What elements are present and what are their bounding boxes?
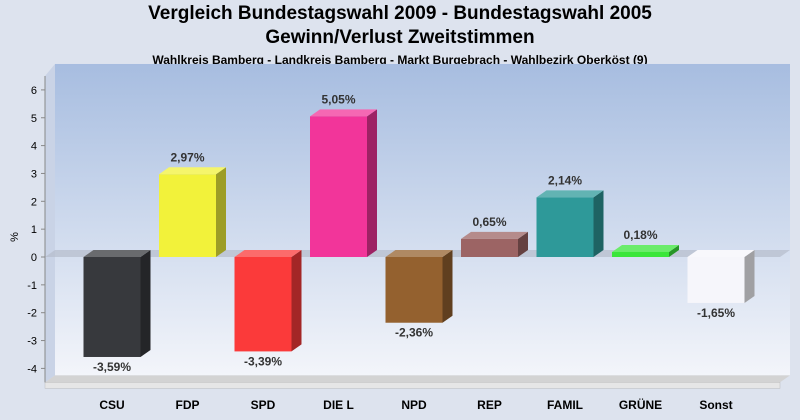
bar [310, 109, 377, 257]
bar-top [310, 109, 377, 117]
bar-front [83, 257, 141, 357]
bar-front [310, 116, 367, 257]
bar-side [367, 109, 377, 257]
y-tick-label: -4 [27, 363, 37, 375]
x-tick-label: SPD [251, 398, 276, 412]
bar-front [536, 197, 594, 257]
bar-front [461, 238, 518, 257]
bar-top [612, 244, 679, 252]
y-tick-label: 0 [31, 252, 37, 264]
floor [45, 375, 790, 383]
x-tick-label: FDP [176, 398, 200, 412]
bar-top [687, 250, 755, 257]
y-tick-label: -3 [27, 336, 37, 348]
y-axis: -4 -3 -2 -1 0 1 2 3 4 5 6 [27, 75, 46, 383]
bar-front [612, 251, 669, 257]
bar-side [216, 167, 226, 257]
bar-front [687, 257, 745, 303]
bar-side [669, 244, 679, 257]
data-label: 0,65% [472, 215, 506, 229]
data-label: -1,65% [697, 306, 735, 320]
data-label: 2,97% [170, 150, 204, 164]
bar-top [83, 250, 151, 257]
x-tick-label: GRÜNE [619, 397, 662, 412]
x-tick-label: NPD [401, 398, 427, 412]
value-labels: -3,59% 2,97% -3,39% 5,05% -2,36% 0,65% 2,14% 0,… [93, 92, 735, 374]
data-label: -3,39% [244, 354, 282, 368]
y-tick-label: 3 [31, 168, 37, 180]
y-axis-label: % [9, 232, 21, 242]
chart-title: Vergleich Bundestagswahl 2009 - Bundesta… [148, 3, 652, 24]
x-tick-label: CSU [99, 398, 124, 412]
data-label: 5,05% [321, 92, 355, 106]
data-label: -2,36% [395, 326, 433, 340]
data-label: 2,14% [548, 173, 582, 187]
bar-side [140, 250, 151, 357]
y-tick-label: 1 [31, 224, 37, 236]
bar [612, 244, 679, 257]
bar-top [159, 167, 226, 175]
data-label: -3,59% [93, 360, 131, 374]
y-tick-label: 5 [31, 113, 37, 125]
bar-top [536, 190, 604, 198]
bar-side [442, 250, 453, 323]
bars [83, 109, 755, 357]
chart-subtitle: Gewinn/Verlust Zweitstimmen [265, 27, 535, 48]
x-tick-label: DIE L [323, 398, 354, 412]
y-tick-label: -2 [27, 308, 37, 320]
y-tick-label: 6 [31, 85, 37, 97]
y-tick-label: 4 [31, 141, 37, 153]
bar-front [159, 174, 216, 257]
bar [536, 190, 604, 257]
bar [385, 250, 453, 323]
x-tick-label: REP [477, 398, 502, 412]
x-axis: CSU FDP SPD DIE L NPD REP FAMIL GRÜNE Sonst [99, 397, 732, 412]
bar-top [234, 250, 302, 257]
bar-front [385, 257, 443, 323]
chart-subtitle-detail: Wahlkreis Bamberg - Landkreis Bamberg - … [152, 53, 648, 67]
bar [234, 250, 302, 352]
bar-side [744, 250, 755, 303]
bar [83, 250, 151, 357]
bar-side [593, 190, 604, 257]
side-wall [45, 63, 55, 383]
bar-top [461, 231, 528, 239]
bar-side [291, 250, 302, 352]
bar-front [234, 257, 292, 352]
x-tick-label: FAMIL [547, 398, 583, 412]
x-tick-label: Sonst [699, 398, 732, 412]
bar [687, 250, 755, 303]
y-tick-label: 2 [31, 196, 37, 208]
floor-edge [44, 382, 781, 389]
bar-side [518, 231, 528, 257]
y-tick-label: -1 [27, 280, 37, 292]
bar-top [385, 250, 453, 257]
bar [159, 167, 226, 257]
bar [461, 231, 528, 257]
data-label: 0,18% [623, 228, 657, 242]
